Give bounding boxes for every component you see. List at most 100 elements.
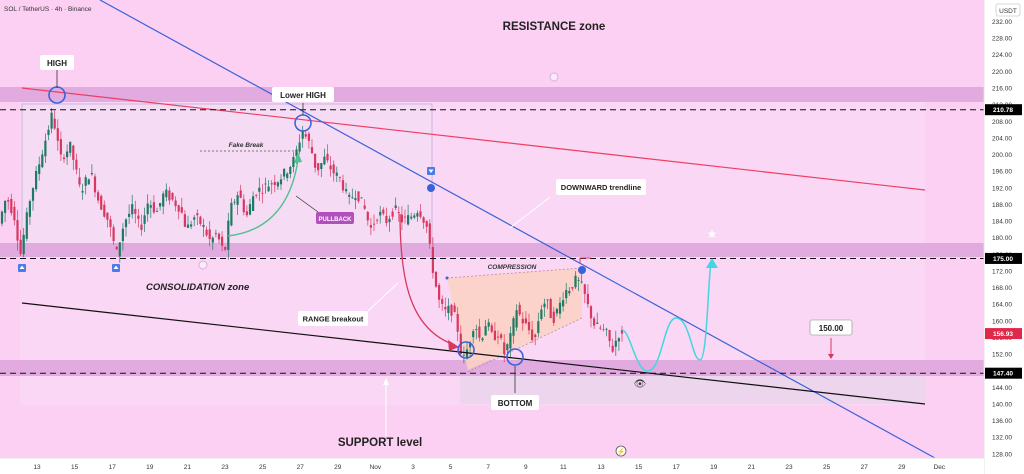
consolidation-zone-band xyxy=(0,243,984,257)
blue-downward-trendline[interactable] xyxy=(99,0,936,459)
x-tick-label: 15 xyxy=(71,464,79,471)
bottom-label: BOTTOM xyxy=(498,399,533,408)
trendline-callout-line xyxy=(509,196,551,229)
candle-body xyxy=(487,322,490,327)
candle-body xyxy=(69,141,72,153)
high-callout[interactable]: HIGH xyxy=(40,55,74,70)
candle-body xyxy=(345,189,348,192)
candle-body xyxy=(534,334,537,338)
candle-body xyxy=(580,281,583,283)
red-trendline[interactable] xyxy=(21,87,926,191)
price-axis[interactable] xyxy=(984,0,1024,474)
candle-body xyxy=(379,211,382,216)
symbol-header[interactable]: SOL / TetherUS · 4h · Binance xyxy=(4,6,92,13)
candle-body xyxy=(143,215,146,224)
candle-body xyxy=(475,329,478,330)
pullback-badge[interactable]: PULLBACK xyxy=(316,212,354,224)
x-tick-label: 5 xyxy=(449,464,453,471)
lightning-icon[interactable] xyxy=(615,445,627,457)
candle-body xyxy=(307,133,310,141)
candle-body xyxy=(25,212,28,239)
candle-body xyxy=(565,290,568,299)
x-tick-label: 27 xyxy=(861,464,869,471)
downward-trendline-callout[interactable]: DOWNWARD trendline xyxy=(556,179,646,195)
bottom-marker-circle-2[interactable] xyxy=(506,348,524,366)
candle-body xyxy=(155,210,159,212)
candle-body xyxy=(549,299,552,319)
candle-body xyxy=(19,239,22,254)
candle-body xyxy=(261,192,264,194)
lower-high-label: Lower HIGH xyxy=(280,91,326,100)
fake-break-label: Fake Break xyxy=(229,142,264,149)
x-tick-label: 27 xyxy=(297,464,305,471)
price-tag-label: 147.40 xyxy=(993,371,1013,378)
smiley-icon[interactable] xyxy=(549,72,559,82)
candle-body xyxy=(44,140,47,157)
x-tick-label: 13 xyxy=(597,464,605,471)
candle-body xyxy=(75,159,78,170)
candle-body xyxy=(493,330,496,341)
candle-body xyxy=(469,342,472,348)
candle-body xyxy=(38,164,41,174)
lower-high-callout[interactable]: Lower HIGH xyxy=(272,87,334,102)
x-tick-label: 15 xyxy=(635,464,643,471)
candle-body xyxy=(112,227,115,241)
candle-body xyxy=(422,217,425,223)
smiley-icon-2[interactable] xyxy=(198,260,208,270)
up-arrow-badge-1[interactable] xyxy=(18,264,26,272)
target-callout[interactable]: 150.00 xyxy=(809,319,853,336)
candle-body xyxy=(537,321,540,334)
x-tick-label: 19 xyxy=(146,464,154,471)
candle-body xyxy=(214,233,217,234)
candle-body xyxy=(558,302,562,314)
candle-body xyxy=(484,326,487,336)
candle-body xyxy=(255,194,258,196)
candle-body xyxy=(97,192,100,201)
candle-body xyxy=(540,309,543,319)
bottom-marker-circle-1[interactable] xyxy=(457,341,475,359)
candle-body xyxy=(227,220,230,250)
support-zone-band xyxy=(0,360,984,376)
candle-body xyxy=(295,149,298,157)
candle-body xyxy=(50,112,53,129)
candle-body xyxy=(248,204,252,215)
pullback-arrowhead xyxy=(294,152,302,163)
currency-button[interactable]: USDT xyxy=(995,3,1021,17)
candle-body xyxy=(518,304,521,315)
time-axis[interactable] xyxy=(0,458,984,474)
candle-body xyxy=(546,299,549,301)
y-tick-label: 224.00 xyxy=(992,52,1012,59)
candle-body xyxy=(465,349,469,359)
x-tick-label: 21 xyxy=(184,464,192,471)
consolidation-zone-label: CONSOLIDATION zone xyxy=(146,282,250,293)
candle-body xyxy=(7,200,10,202)
bottom-callout[interactable]: BOTTOM xyxy=(491,395,539,410)
y-tick-label: 172.00 xyxy=(992,268,1012,275)
candle-body xyxy=(397,212,400,214)
candle-body xyxy=(289,166,292,174)
y-tick-label: 232.00 xyxy=(992,19,1012,26)
candle-body xyxy=(131,204,134,215)
candle-body xyxy=(571,287,574,289)
candle-body xyxy=(338,177,341,179)
candle-body xyxy=(109,219,112,228)
x-tick-label: 29 xyxy=(334,464,342,471)
range-callout-line xyxy=(367,282,399,312)
candle-body xyxy=(521,318,524,324)
candle-body xyxy=(53,118,56,129)
candle-body xyxy=(568,290,571,294)
range-breakout-callout[interactable]: RANGE breakout xyxy=(298,311,368,326)
x-tick-label: 3 xyxy=(411,464,415,471)
up-arrow-badge-2[interactable] xyxy=(112,264,120,272)
down-arrow-badge[interactable] xyxy=(427,167,435,175)
candle-body xyxy=(403,216,407,218)
candle-body xyxy=(0,211,4,224)
y-tick-label: 204.00 xyxy=(992,135,1012,142)
candle-body xyxy=(543,303,546,308)
price-tag-label: 175.00 xyxy=(993,256,1013,263)
candle-body xyxy=(589,306,593,319)
x-tick-label: 11 xyxy=(560,464,567,471)
compression-point xyxy=(578,266,586,274)
candle-body xyxy=(236,195,239,205)
